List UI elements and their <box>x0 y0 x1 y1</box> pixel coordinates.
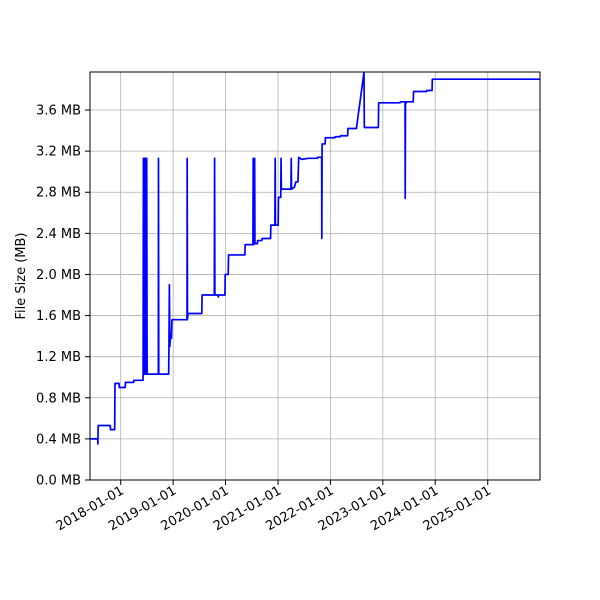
y-tick-label: 2.0 MB <box>36 268 81 283</box>
y-tick-label: 3.2 MB <box>36 145 81 160</box>
y-tick-label: 0.4 MB <box>36 432 81 447</box>
y-tick-label: 2.8 MB <box>36 186 81 201</box>
y-tick-label: 1.2 MB <box>36 350 81 365</box>
y-tick-label: 2.4 MB <box>36 227 81 242</box>
y-axis-label: File Size (MB) <box>14 233 29 320</box>
y-tick-label: 0.8 MB <box>36 391 81 406</box>
series-layer <box>90 72 540 445</box>
y-tick-label: 1.6 MB <box>36 309 81 324</box>
y-axis-ticks: 0.0 MB 0.4 MB 0.8 MB 1.2 MB 1.6 MB 2.0 MB 2.4 … <box>36 104 90 489</box>
plot-area <box>90 72 540 480</box>
y-tick-label: 3.6 MB <box>36 104 81 119</box>
grid-lines <box>90 72 540 481</box>
y-tick-label: 0.0 MB <box>36 474 81 489</box>
series-line <box>90 72 540 445</box>
plot-frame <box>89 71 541 481</box>
